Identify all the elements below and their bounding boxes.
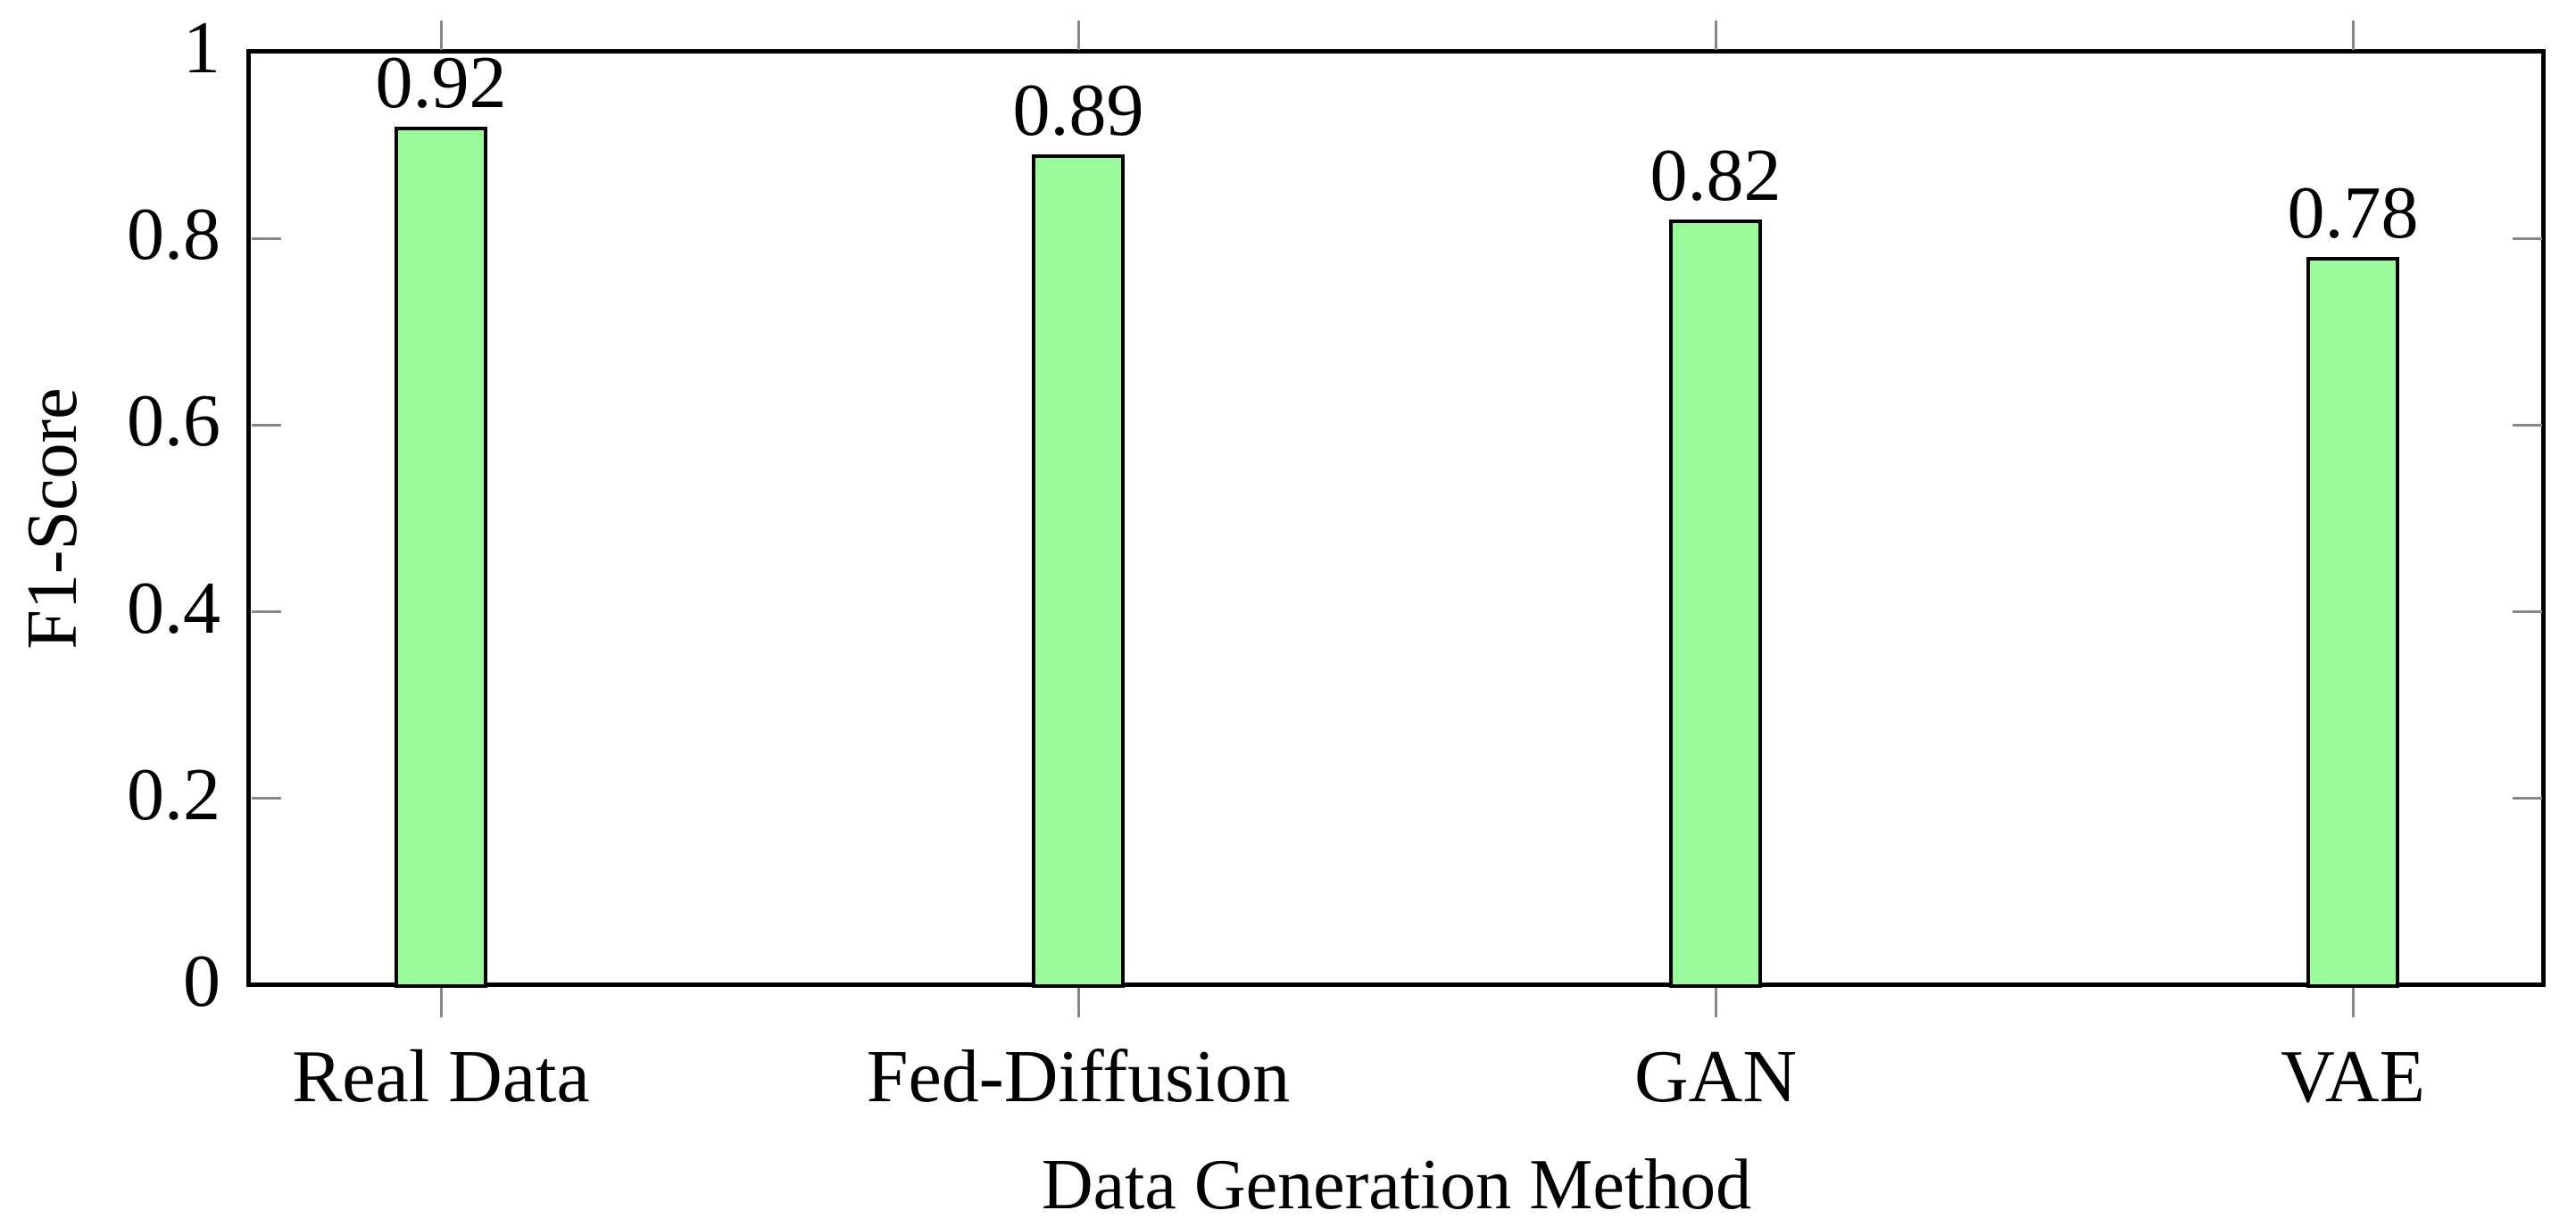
x-tick-label: GAN — [1634, 1035, 1797, 1118]
x-tick-mark — [1076, 20, 1080, 50]
y-tick-mark — [251, 797, 281, 800]
x-tick-mark — [1076, 987, 1080, 1017]
y-tick-label: 0.4 — [127, 566, 220, 650]
y-tick-mark — [2512, 797, 2542, 800]
plot-area-border — [246, 49, 2546, 987]
y-tick-label: 0.6 — [127, 379, 220, 463]
y-tick-mark — [251, 236, 281, 240]
bar — [1669, 220, 1762, 988]
y-tick-mark — [251, 423, 281, 427]
x-tick-label: Real Data — [292, 1035, 590, 1118]
x-tick-mark — [439, 987, 443, 1017]
x-axis-label: Data Generation Method — [1041, 1146, 1752, 1224]
x-tick-label: VAE — [2281, 1035, 2425, 1118]
bar-value-label: 0.82 — [1649, 134, 1782, 218]
bar — [1032, 154, 1125, 988]
y-tick-label: 0.2 — [127, 752, 220, 836]
bar-value-label: 0.78 — [2287, 171, 2419, 255]
bar-value-label: 0.89 — [1012, 69, 1144, 153]
x-tick-mark — [2351, 987, 2355, 1017]
y-tick-label: 0 — [183, 940, 220, 1023]
bar-value-label: 0.92 — [375, 40, 507, 124]
y-tick-mark — [2512, 423, 2542, 427]
bar — [2306, 257, 2399, 988]
x-tick-mark — [1714, 987, 1717, 1017]
bar — [395, 126, 487, 988]
x-tick-mark — [2351, 20, 2355, 50]
y-tick-mark — [2512, 610, 2542, 614]
y-tick-mark — [251, 610, 281, 614]
x-tick-mark — [439, 20, 443, 50]
y-tick-label: 1 — [183, 6, 220, 89]
x-tick-label: Fed-Diffusion — [866, 1035, 1291, 1118]
y-axis-label: F1-Score — [13, 387, 92, 650]
x-tick-mark — [1714, 20, 1717, 50]
y-tick-mark — [2512, 236, 2542, 240]
y-tick-label: 0.8 — [127, 193, 220, 277]
